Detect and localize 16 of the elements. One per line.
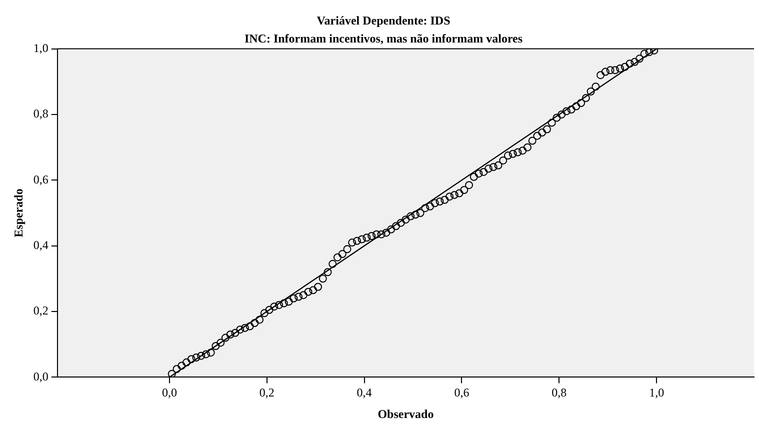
x-tick-label: 0,0 [162,386,177,400]
y-tick-label: 0,2 [33,304,48,318]
y-tick-label: 0,8 [33,106,48,121]
y-tick-label: 0,6 [33,172,48,186]
x-tick-label: 0,4 [356,386,372,400]
x-axis-title: Observado [378,406,434,421]
x-tick-label: 0,2 [259,386,274,400]
y-tick-label: 1,0 [33,40,48,55]
x-tick-label: 1,0 [649,386,664,400]
chart-subtitle: INC: Informam incentivos, mas não informam valores [244,32,523,46]
y-tick-label: 0,4 [33,238,48,252]
chart-title: Variável Dependente: IDS [316,13,451,28]
x-tick-label: 0,6 [454,386,470,400]
y-tick-label: 0,0 [33,369,48,384]
x-tick-label: 0,8 [552,386,567,400]
y-axis-title: Esperado [11,188,26,238]
